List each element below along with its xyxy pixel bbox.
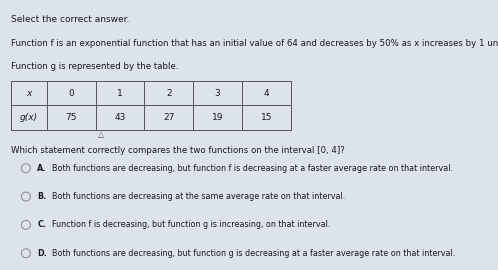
Text: A.: A. <box>37 164 47 173</box>
Text: Function f is decreasing, but function g is increasing, on that interval.: Function f is decreasing, but function g… <box>52 220 331 230</box>
Text: Both functions are decreasing, but function f is decreasing at a faster average : Both functions are decreasing, but funct… <box>52 164 453 173</box>
Text: Function g is represented by the table.: Function g is represented by the table. <box>11 62 178 71</box>
Text: Function f is an exponential function that has an initial value of 64 and decrea: Function f is an exponential function th… <box>11 39 498 48</box>
Text: 27: 27 <box>163 113 174 122</box>
Text: g(x): g(x) <box>20 113 38 122</box>
Text: x: x <box>26 89 31 98</box>
Text: △: △ <box>98 130 104 139</box>
Text: 15: 15 <box>260 113 272 122</box>
Text: 1: 1 <box>117 89 123 98</box>
Text: Both functions are decreasing at the same average rate on that interval.: Both functions are decreasing at the sam… <box>52 192 346 201</box>
Text: 0: 0 <box>68 89 74 98</box>
Text: Both functions are decreasing, but function g is decreasing at a faster average : Both functions are decreasing, but funct… <box>52 249 456 258</box>
Text: D.: D. <box>37 249 47 258</box>
Text: 4: 4 <box>263 89 269 98</box>
Text: 75: 75 <box>65 113 77 122</box>
Text: 43: 43 <box>115 113 125 122</box>
Text: 3: 3 <box>215 89 221 98</box>
Text: C.: C. <box>37 220 46 230</box>
Text: B.: B. <box>37 192 47 201</box>
Text: 2: 2 <box>166 89 172 98</box>
Text: Select the correct answer.: Select the correct answer. <box>11 15 129 24</box>
Text: Which statement correctly compares the two functions on the interval [0, 4]?: Which statement correctly compares the t… <box>11 146 345 155</box>
Text: 19: 19 <box>212 113 224 122</box>
